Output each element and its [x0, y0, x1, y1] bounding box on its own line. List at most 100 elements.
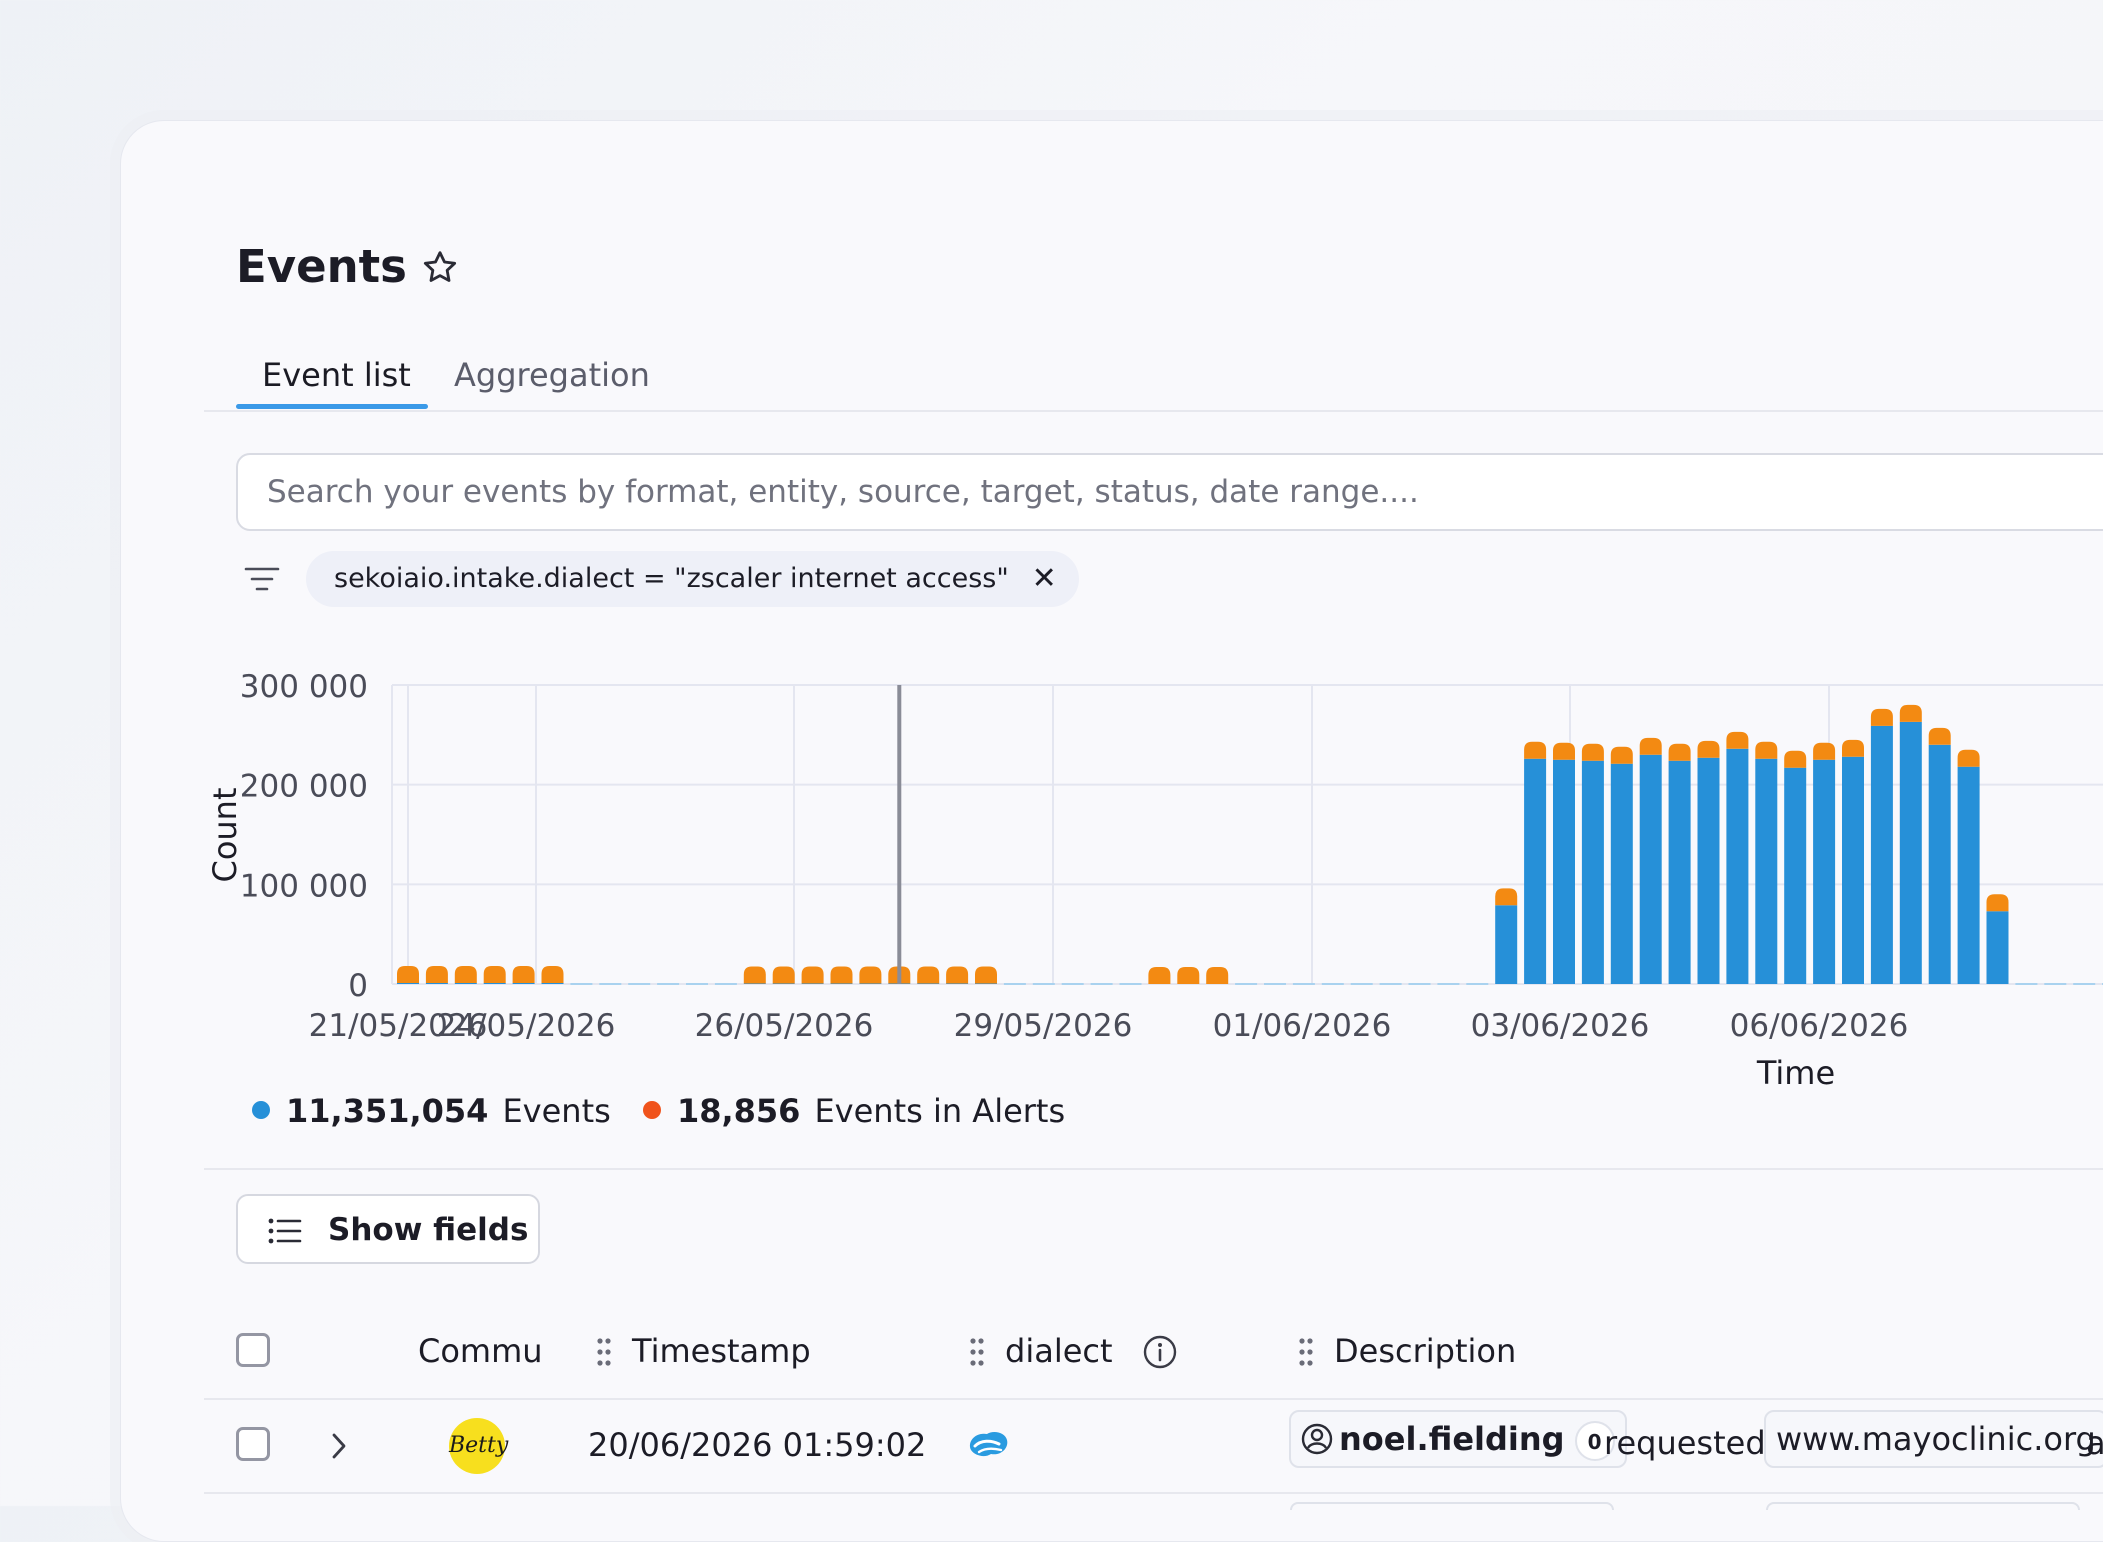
tab-aggregation[interactable]: Aggregation: [454, 356, 650, 394]
alerts-bar: [1813, 743, 1835, 760]
events-bar: [1640, 755, 1662, 984]
target-entity-tag[interactable]: www.mayoclinic.org: [1764, 1410, 2103, 1468]
user-circle-icon: [1301, 1423, 1333, 1455]
alerts-bar: [917, 967, 939, 984]
alerts-bar: [397, 966, 419, 983]
alerts-bar: [773, 967, 795, 984]
user-name: noel.fielding: [1339, 1420, 1565, 1458]
filter-icon[interactable]: [244, 564, 280, 594]
alerts-bar: [1871, 709, 1893, 726]
next-row-entity-tag: [1766, 1502, 2080, 1510]
column-header-community[interactable]: Commu: [418, 1332, 543, 1370]
alerts-bar: [1177, 967, 1199, 984]
alerts-bar: [859, 967, 881, 984]
alerts-bar: [1553, 743, 1575, 760]
column-header-timestamp[interactable]: Timestamp: [632, 1332, 811, 1370]
drag-handle-icon[interactable]: [596, 1337, 612, 1367]
row-checkbox[interactable]: [236, 1427, 270, 1461]
show-fields-label: Show fields: [328, 1212, 528, 1248]
y-tick-label: 0: [348, 968, 368, 1004]
alerts-bar: [1524, 742, 1546, 759]
chevron-right-icon[interactable]: [328, 1430, 350, 1462]
events-bar: [455, 983, 477, 984]
community-avatar: Betty: [449, 1418, 505, 1474]
description-tail: a: [2086, 1424, 2103, 1462]
next-row-entity-tag: [1290, 1502, 1614, 1510]
alerts-bar: [946, 967, 968, 984]
legend-alerts-dot: [643, 1101, 661, 1119]
alerts-bar: [975, 967, 997, 984]
events-bar: [542, 983, 564, 984]
events-bar: [1611, 764, 1633, 984]
zscaler-logo-icon: [963, 1426, 1011, 1462]
alerts-bar: [1929, 728, 1951, 745]
remove-filter-close-icon[interactable]: ✕: [1032, 551, 1057, 607]
drag-handle-icon[interactable]: [1298, 1337, 1314, 1367]
section-divider: [204, 1168, 2103, 1170]
events-bar: [1553, 760, 1575, 984]
alerts-bar: [1958, 750, 1980, 767]
alerts-bar: [426, 966, 448, 983]
x-axis-label: Time: [1756, 1054, 1835, 1092]
alerts-bar: [744, 967, 766, 984]
filter-chip[interactable]: sekoiaio.intake.dialect = "zscaler inter…: [306, 551, 1079, 607]
page-title: Events: [236, 240, 407, 293]
column-header-description[interactable]: Description: [1334, 1332, 1516, 1370]
events-bar: [1900, 722, 1922, 984]
alerts-bar: [1206, 967, 1228, 984]
alerts-bar: [1755, 742, 1777, 759]
alerts-bar: [1900, 705, 1922, 722]
y-tick-label: 300 000: [240, 669, 368, 705]
description-verb: requested: [1604, 1424, 1766, 1462]
alerts-bar: [1582, 744, 1604, 761]
info-icon[interactable]: [1143, 1335, 1177, 1369]
events-bar: [1813, 760, 1835, 984]
alerts-bar: [1640, 738, 1662, 755]
alerts-bar: [1495, 888, 1517, 905]
x-tick-label: 03/06/2026: [1471, 1008, 1650, 1044]
legend-alerts-count: 18,856: [677, 1092, 800, 1130]
events-bar: [397, 983, 419, 984]
events-bar: [1698, 758, 1720, 984]
drag-handle-icon[interactable]: [969, 1337, 985, 1367]
events-bar: [1755, 759, 1777, 984]
events-bar: [1987, 911, 2009, 984]
alerts-bar: [484, 966, 506, 983]
table-header: Commu Timestamp dialect Description: [204, 1310, 2103, 1400]
events-bar: [1958, 767, 1980, 984]
x-tick-label: 26/05/2026: [695, 1008, 874, 1044]
list-icon: [268, 1218, 302, 1244]
events-bar: [484, 983, 506, 984]
filter-chip-label: sekoiaio.intake.dialect = "zscaler inter…: [334, 563, 1009, 594]
events-bar: [1495, 905, 1517, 984]
alerts-bar: [802, 967, 824, 984]
events-bar: [1784, 768, 1806, 984]
events-bar: [1871, 726, 1893, 984]
x-tick-label: 24/05/2026: [437, 1008, 616, 1044]
alerts-bar: [513, 966, 535, 983]
alerts-bar: [1842, 740, 1864, 757]
alerts-bar: [1784, 751, 1806, 768]
legend-events-dot: [252, 1101, 270, 1119]
events-bar: [1582, 761, 1604, 984]
alerts-bar: [455, 966, 477, 983]
column-header-dialect[interactable]: dialect: [1005, 1332, 1113, 1370]
events-bar: [1726, 749, 1748, 984]
alerts-bar: [1726, 732, 1748, 749]
favorite-star-icon[interactable]: [420, 248, 460, 288]
search-input[interactable]: [265, 473, 2069, 511]
y-axis-label: Count: [206, 787, 244, 882]
events-bar: [1524, 759, 1546, 984]
events-bar: [1842, 757, 1864, 984]
tab-event-list[interactable]: Event list: [262, 356, 411, 394]
show-fields-button[interactable]: Show fields: [236, 1194, 540, 1264]
y-tick-label: 100 000: [240, 868, 368, 904]
row-timestamp: 20/06/2026 01:59:02: [588, 1426, 926, 1464]
select-all-checkbox[interactable]: [236, 1333, 270, 1367]
legend-events-count: 11,351,054: [286, 1092, 488, 1130]
search-box[interactable]: [236, 453, 2103, 531]
